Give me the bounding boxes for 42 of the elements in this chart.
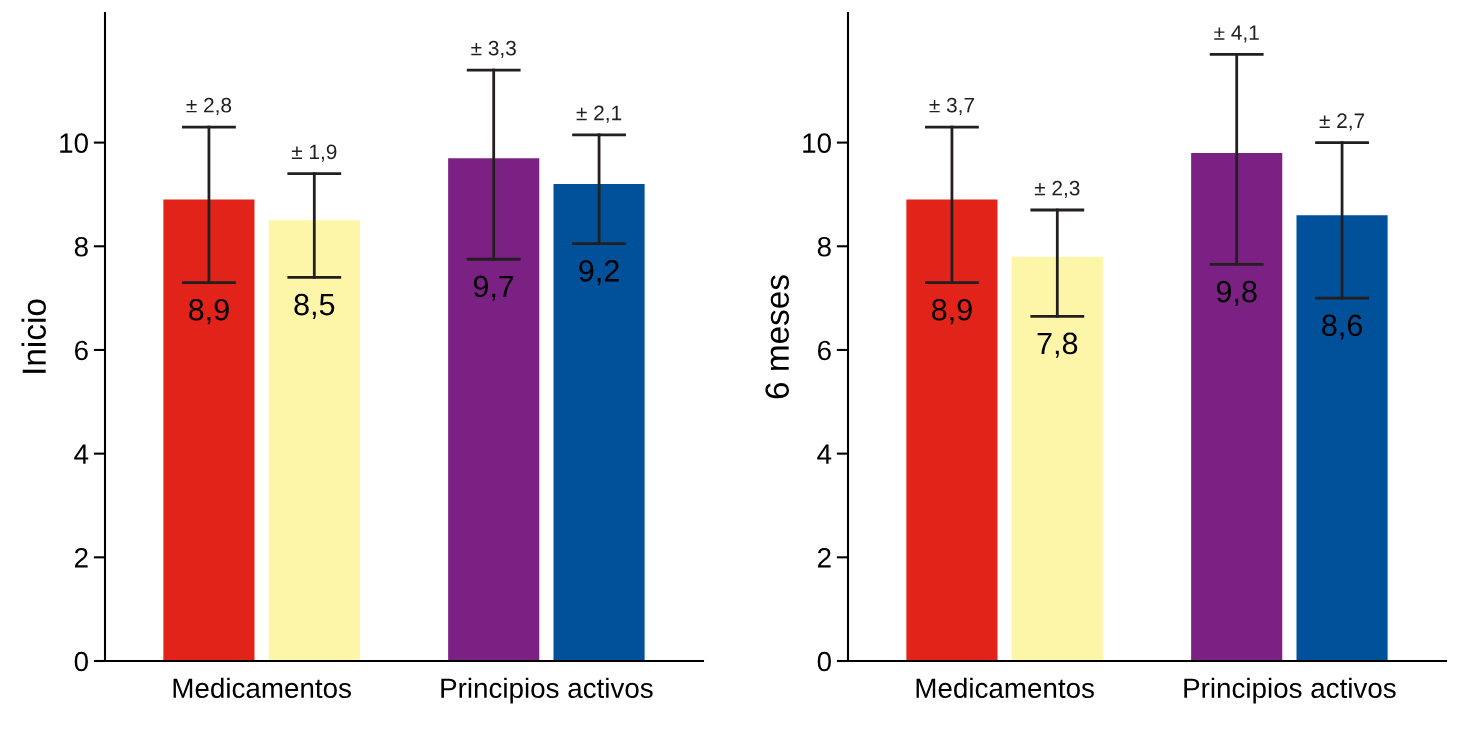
y-axis-title: Inicio (21, 299, 46, 373)
annotation: ± 3,7 (929, 97, 974, 116)
y-tick-label: 8 (74, 236, 88, 257)
data-label: 9,8 (1216, 280, 1257, 307)
y-tick-label: 10 (803, 133, 831, 153)
x-tick-label: Medicamentos (916, 677, 1094, 699)
x-tick-label: Principios activos (441, 677, 653, 704)
y-tick-label: 10 (60, 133, 88, 153)
bar (448, 158, 540, 661)
x-tick-label: Medicamentos (173, 677, 351, 699)
data-label: 9,2 (579, 260, 619, 286)
data-label: 8,5 (294, 293, 335, 319)
annotation: ± 1,9 (291, 144, 337, 162)
bar (163, 199, 255, 661)
x-tick-label: Principios activos (1184, 677, 1396, 704)
y-tick-label: 4 (74, 444, 89, 464)
annotation: ± 2,3 (1034, 180, 1080, 198)
data-label: 9,7 (473, 275, 514, 301)
bar (553, 184, 645, 661)
bar (268, 220, 360, 661)
y-axis-title: 6 meses (765, 275, 789, 399)
bar (1296, 215, 1388, 661)
data-label: 8,9 (932, 298, 972, 325)
y-tick-label: 0 (74, 651, 88, 672)
y-tick-label: 8 (817, 236, 831, 257)
annotation: ± 2,8 (186, 97, 232, 116)
y-tick-label: 2 (817, 547, 831, 568)
annotation: ± 3,3 (471, 40, 516, 58)
data-label: 8,6 (1322, 314, 1362, 340)
data-label: 7,8 (1037, 332, 1078, 358)
y-tick-label: 6 (74, 340, 88, 361)
bar (906, 199, 998, 661)
y-tick-label: 0 (817, 651, 831, 672)
annotation: ± 2,1 (576, 105, 622, 123)
annotation: ± 2,7 (1319, 113, 1365, 131)
bar (1011, 256, 1103, 661)
annotation: ± 4,1 (1214, 25, 1259, 43)
y-tick-label: 2 (74, 547, 88, 568)
bar (1191, 152, 1283, 661)
y-tick-label: 6 (817, 340, 831, 361)
y-tick-label: 4 (817, 444, 832, 464)
data-label: 8,9 (189, 298, 229, 325)
